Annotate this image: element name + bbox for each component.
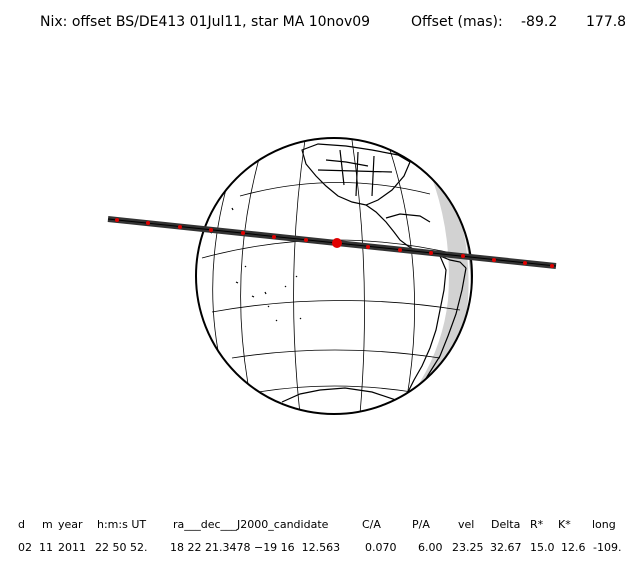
track-marker	[492, 258, 496, 262]
track-marker	[366, 245, 370, 249]
value-day: 02	[18, 541, 32, 554]
night-shading	[382, 138, 472, 414]
value-ca: 0.070	[365, 541, 397, 554]
track-marker	[523, 261, 527, 265]
header-ca: C/A	[362, 518, 381, 531]
value-coordinates: 18 22 21.3478 −19 16 12.563	[170, 541, 341, 554]
header-long: long	[592, 518, 616, 531]
value-year: 2011	[58, 541, 86, 554]
track-marker	[115, 218, 119, 222]
track-time-markers	[115, 218, 554, 268]
offset-label: Offset (mas):	[411, 14, 503, 30]
header-pa: P/A	[412, 518, 430, 531]
value-time: 22 50 52.	[95, 541, 148, 554]
track-marker	[304, 238, 308, 242]
track-marker	[209, 228, 213, 232]
offset-y-value: 177.8	[586, 14, 627, 30]
globe-limb	[195, 137, 473, 415]
header-year: year	[58, 518, 83, 531]
track-marker	[398, 248, 402, 252]
track-marker	[146, 221, 150, 225]
header-rstar: R*	[530, 518, 544, 531]
closest-approach-marker	[332, 238, 342, 248]
header-time: h:m:s UT	[97, 518, 147, 531]
offset-x-value: -89.2	[521, 14, 558, 30]
value-kstar: 12.6	[561, 541, 586, 554]
header-vel: vel	[458, 518, 475, 531]
value-delta: 32.67	[490, 541, 522, 554]
header-coordinates: ra___dec___J2000_candidate	[173, 518, 329, 531]
occultation-track	[107, 216, 557, 269]
track-marker	[178, 225, 182, 229]
header-month: m	[42, 518, 53, 531]
value-month: 11	[39, 541, 53, 554]
value-rstar: 15.0	[530, 541, 555, 554]
value-pa: 6.00	[418, 541, 443, 554]
value-vel: 23.25	[452, 541, 484, 554]
header-delta: Delta	[491, 518, 521, 531]
track-marker	[429, 251, 433, 255]
track-marker	[461, 254, 465, 258]
header-day: d	[18, 518, 25, 531]
track-marker	[241, 231, 245, 235]
header-kstar: K*	[558, 518, 571, 531]
plot-title: Nix: offset BS/DE413 01Jul11, star MA 10…	[40, 14, 371, 30]
value-long: -109.	[593, 541, 622, 554]
track-marker	[550, 264, 554, 268]
track-marker	[272, 235, 276, 239]
